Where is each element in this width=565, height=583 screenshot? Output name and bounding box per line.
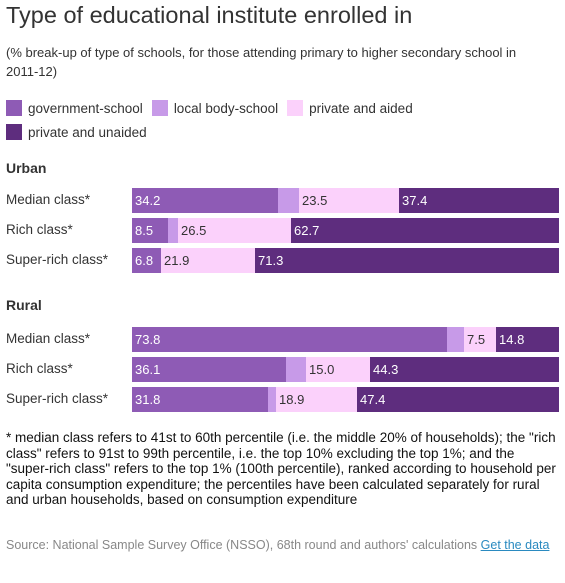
- legend-swatch-government-school: [6, 100, 22, 116]
- category-label: Median class*: [6, 331, 91, 346]
- data-label: 47.4: [360, 392, 386, 407]
- bar-segment-private-and-unaided: 62.7: [291, 218, 559, 243]
- data-label: 8.5: [135, 223, 154, 238]
- legend-swatch-private-unaided: [6, 124, 22, 140]
- bar-segment-private-and-unaided: 47.4: [357, 387, 559, 412]
- legend-label: private and aided: [309, 100, 413, 116]
- stacked-bar-urban-1: 8.5 26.5 62.7: [132, 218, 559, 243]
- section-heading-rural: Rural: [6, 297, 42, 313]
- data-label: 21.9: [164, 253, 190, 268]
- data-label: 36.1: [135, 362, 161, 377]
- source-text: Source: National Sample Survey Office (N…: [6, 538, 478, 552]
- bar-segment-private-and-aided: 21.9: [161, 248, 255, 273]
- data-label: 37.4: [402, 193, 428, 208]
- section-heading-urban: Urban: [6, 160, 47, 176]
- bar-segment-private-and-unaided: 37.4: [399, 188, 559, 213]
- stacked-bar-urban-0: 34.2 23.5 37.4: [132, 188, 559, 213]
- bar-segment-government-school: 6.8: [132, 248, 161, 273]
- get-data-link[interactable]: Get the data: [480, 538, 550, 552]
- legend-row-1: government-school local body-school priv…: [6, 96, 561, 120]
- category-label: Rich class*: [6, 222, 73, 237]
- legend-swatch-private-aided: [287, 100, 304, 116]
- data-label: 44.3: [373, 362, 399, 377]
- bar-segment-local-body-school: [447, 327, 464, 352]
- stacked-bar-rural-1: 36.1 15.0 44.3: [132, 357, 559, 382]
- stacked-bar-rural-0: 73.8 7.5 14.8: [132, 327, 559, 352]
- bar-segment-local-body-school: [286, 357, 306, 382]
- bar-segment-local-body-school: [278, 188, 299, 213]
- source-note: Source: National Sample Survey Office (N…: [6, 537, 559, 553]
- legend-item-private-aided: private and aided: [287, 100, 413, 116]
- legend-swatch-local-body-school: [151, 100, 168, 116]
- data-label: 31.8: [135, 392, 161, 407]
- data-label: 6.8: [135, 253, 154, 268]
- legend-row-2: private and unaided: [6, 120, 561, 144]
- legend-item-government-school: government-school: [6, 100, 143, 116]
- bar-segment-government-school: 73.8: [132, 327, 447, 352]
- data-label: 18.9: [279, 392, 305, 407]
- footnote: * median class refers to 41st to 60th pe…: [6, 430, 556, 507]
- bar-segment-government-school: 8.5: [132, 218, 168, 243]
- data-label: 23.5: [302, 193, 328, 208]
- category-label: Super-rich class*: [6, 252, 109, 267]
- chart-subtitle: (% break-up of type of schools, for thos…: [6, 45, 517, 79]
- bar-segment-private-and-aided: 23.5: [299, 188, 399, 213]
- data-label: 26.5: [181, 223, 207, 238]
- data-label: 14.8: [499, 332, 525, 347]
- data-label: 7.5: [467, 332, 486, 347]
- data-label: 71.3: [258, 253, 284, 268]
- stacked-bar-rural-2: 31.8 18.9 47.4: [132, 387, 559, 412]
- legend-label: government-school: [28, 100, 143, 116]
- legend-item-local-body-school: local body-school: [151, 100, 279, 116]
- bar-segment-private-and-unaided: 71.3: [255, 248, 559, 273]
- bar-segment-local-body-school: [168, 218, 178, 243]
- chart-title: Type of educational institute enrolled i…: [6, 2, 413, 28]
- legend-label: local body-school: [173, 100, 279, 116]
- data-label: 15.0: [309, 362, 335, 377]
- bar-segment-private-and-unaided: 44.3: [370, 357, 559, 382]
- bar-segment-government-school: 36.1: [132, 357, 286, 382]
- data-label: 34.2: [135, 193, 161, 208]
- legend-item-private-unaided: private and unaided: [6, 124, 147, 140]
- category-label: Median class*: [6, 192, 91, 207]
- legend: government-school local body-school priv…: [6, 96, 561, 144]
- bar-segment-government-school: 31.8: [132, 387, 268, 412]
- category-label: Rich class*: [6, 361, 73, 376]
- bar-segment-local-body-school: [268, 387, 276, 412]
- data-label: 73.8: [135, 332, 161, 347]
- category-label: Super-rich class*: [6, 391, 109, 406]
- stacked-bar-urban-2: 6.8 21.9 71.3: [132, 248, 559, 273]
- bar-segment-government-school: 34.2: [132, 188, 278, 213]
- bar-segment-private-and-unaided: 14.8: [496, 327, 559, 352]
- bar-segment-private-and-aided: 7.5: [464, 327, 496, 352]
- data-label: 62.7: [294, 223, 320, 238]
- bar-segment-private-and-aided: 15.0: [306, 357, 370, 382]
- bar-segment-private-and-aided: 18.9: [276, 387, 357, 412]
- legend-label: private and unaided: [28, 124, 147, 140]
- bar-segment-private-and-aided: 26.5: [178, 218, 291, 243]
